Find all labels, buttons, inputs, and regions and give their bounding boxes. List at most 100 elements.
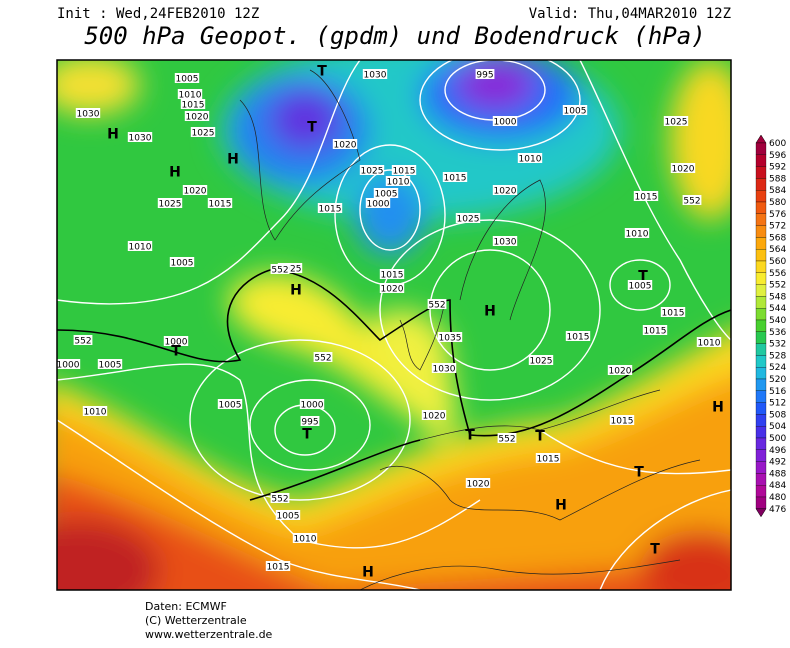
colorbar-swatch — [755, 343, 767, 356]
colorbar-swatch — [755, 190, 767, 203]
isobar-label: 1010 — [129, 243, 152, 253]
colorbar-swatch — [755, 473, 767, 486]
label-bg — [275, 510, 301, 520]
colorbar-label: 492 — [769, 458, 786, 468]
footer-line: www.wetterzentrale.de — [145, 628, 273, 641]
colorbar-label: 476 — [769, 505, 786, 515]
label-bg — [663, 116, 689, 126]
map-frame — [56, 59, 732, 591]
colorbar-label: 564 — [769, 245, 786, 255]
isobar-label: 1000 — [301, 401, 324, 411]
colorbar-swatch — [755, 284, 767, 297]
pressure-center: H — [555, 498, 567, 514]
isobar-label: 1010 — [84, 408, 107, 418]
isobar-label: 1005 — [277, 512, 300, 522]
colorbar-label: 504 — [769, 422, 786, 432]
isobar-label: 995 — [476, 71, 493, 81]
colorbar-label: 540 — [769, 316, 786, 326]
pressure-center: T — [317, 64, 327, 80]
isobar-label: 1030 — [129, 134, 152, 144]
colorbar-cap — [755, 508, 767, 518]
pressure-center: T — [650, 542, 660, 558]
isobar-label: 552 — [271, 495, 288, 505]
isobar-label: 1030 — [77, 110, 100, 120]
isobar-label: 1020 — [334, 141, 357, 151]
colorbar-swatch — [755, 178, 767, 191]
isobar-label: 1015 — [611, 417, 634, 427]
isobar-label: 1015 — [567, 333, 590, 343]
colorbar-swatch — [755, 225, 767, 238]
colorbar-label: 600 — [769, 139, 786, 149]
label-bg — [565, 331, 591, 341]
label-bg — [265, 561, 291, 571]
isobar-label: 1005 — [629, 282, 652, 292]
pressure-center: T — [307, 120, 317, 136]
label-bg — [633, 191, 659, 201]
label-bg — [624, 228, 650, 238]
map-title: 500 hPa Geopot. (gpdm) und Bodendruck (h… — [84, 22, 705, 50]
isobar-label: 1030 — [433, 365, 456, 375]
colorbar-swatch — [755, 355, 767, 368]
isobar-label: 1015 — [662, 309, 685, 319]
colorbar-label: 496 — [769, 446, 786, 456]
isobar-label: 1020 — [609, 367, 632, 377]
isobar-label: 1015 — [182, 101, 205, 111]
colorbar-swatch — [755, 237, 767, 250]
label-bg — [184, 111, 210, 121]
label-bg — [207, 198, 233, 208]
label-bg — [497, 433, 517, 443]
colorbar: 6005965925885845805765725685645605565525… — [755, 134, 786, 518]
colorbar-label: 508 — [769, 410, 786, 420]
colorbar-label: 484 — [769, 481, 786, 491]
label-bg — [270, 493, 290, 503]
label-bg — [421, 410, 447, 420]
isobar-label: 1020 — [467, 480, 490, 490]
pressure-center: H — [712, 400, 724, 416]
label-bg — [317, 203, 343, 213]
colorbar-label: 560 — [769, 257, 786, 267]
colorbar-label: 524 — [769, 363, 786, 373]
pressure-center: T — [171, 344, 181, 360]
colorbar-label: 512 — [769, 399, 786, 409]
isobar-label: 1030 — [494, 238, 517, 248]
colorbar-swatch — [755, 414, 767, 427]
colorbar-swatch — [755, 249, 767, 262]
colorbar-swatch — [755, 485, 767, 498]
footer: Daten: ECMWF(C) Wetterzentralewww.wetter… — [145, 600, 273, 641]
isobar-label: 1005 — [219, 401, 242, 411]
label-bg — [174, 73, 200, 83]
isobar-label: 1010 — [294, 535, 317, 545]
label-bg — [437, 332, 463, 342]
label-bg — [163, 336, 189, 346]
colorbar-label: 588 — [769, 174, 786, 184]
label-bg — [313, 352, 333, 362]
isobar-label: 1010 — [387, 178, 410, 188]
colorbar-swatch — [755, 308, 767, 321]
colorbar-label: 516 — [769, 387, 786, 397]
isobar-label: 1025 — [361, 167, 384, 177]
label-bg — [190, 127, 216, 137]
label-bg — [362, 69, 388, 79]
pressure-center: H — [290, 283, 302, 299]
pressure-center: T — [465, 428, 475, 444]
isobar-label: 1025 — [457, 215, 480, 225]
isobar-label: 1000 — [165, 338, 188, 348]
isobar-label: 1025 — [159, 200, 182, 210]
label-bg — [385, 176, 411, 186]
isobar-label: 1005 — [171, 259, 194, 269]
isobar-label: 552 — [314, 354, 331, 364]
colorbar-label: 528 — [769, 351, 786, 361]
label-bg — [299, 399, 325, 409]
label-bg — [492, 116, 518, 126]
colorbar-label: 480 — [769, 493, 786, 503]
isobar-label: 1010 — [698, 339, 721, 349]
isobar-label: 1025 — [665, 118, 688, 128]
label-bg — [670, 163, 696, 173]
isobar-label: 995 — [301, 418, 318, 428]
isobar-label: 1000 — [57, 361, 80, 371]
label-bg — [157, 198, 183, 208]
isobar-label: 1000 — [367, 200, 390, 210]
label-bg — [427, 299, 447, 309]
pressure-center: T — [535, 429, 545, 445]
